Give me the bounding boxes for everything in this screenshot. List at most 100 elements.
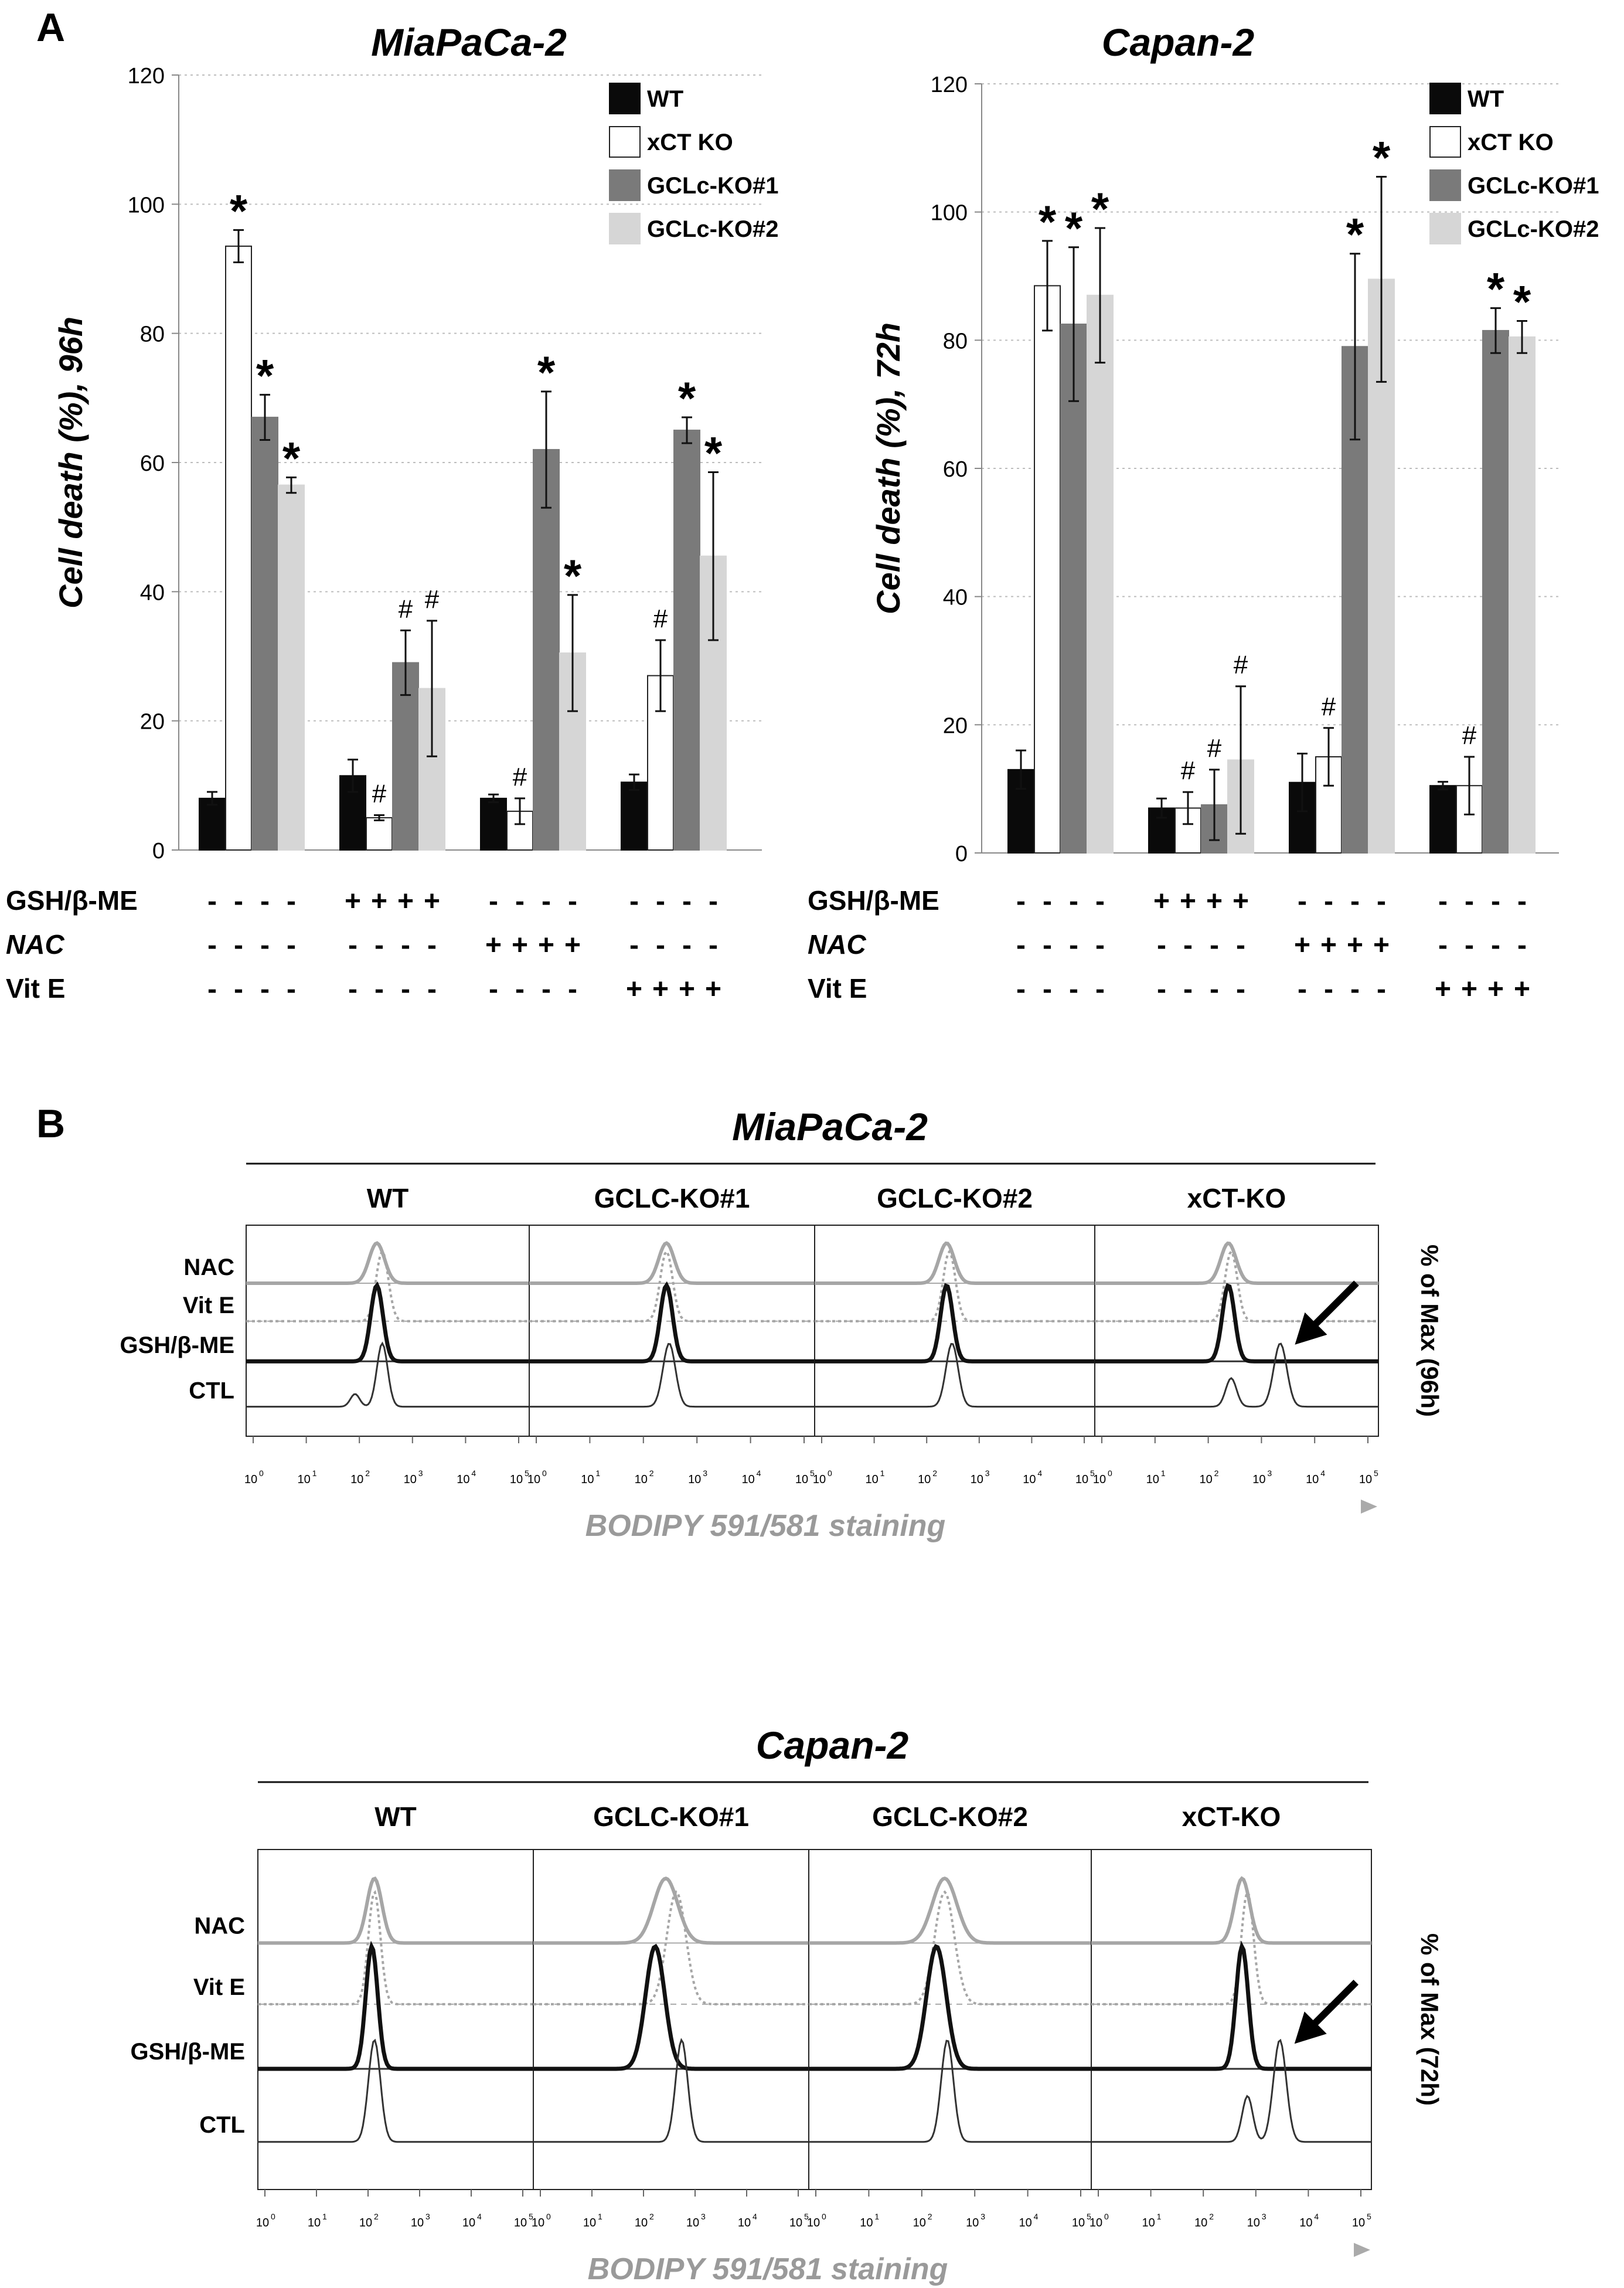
x-tick-label: 10 <box>971 1473 983 1486</box>
significance-star: * <box>704 427 723 479</box>
y-tick-label: 20 <box>140 710 165 735</box>
x-tick-label: 10 <box>918 1473 931 1486</box>
bar <box>1509 336 1536 854</box>
x-tick-label: 10 <box>795 1473 808 1486</box>
significance-star: * <box>1487 263 1505 315</box>
treatment-sign: - <box>656 930 665 961</box>
treatment-sign: + <box>652 974 669 1005</box>
significance-hash: # <box>399 594 413 623</box>
nac-histogram <box>246 1241 529 1285</box>
treatment-sign: - <box>1069 886 1078 917</box>
histogram-block-miapaca: MiaPaCa-2 NAC Vit E GSH/β-ME CTL % of Max (96… <box>120 1105 1443 1543</box>
treatment-sign: - <box>207 930 217 961</box>
y-axis-label: Cell death (%), 72h <box>870 322 907 614</box>
x-tick-label: 10 <box>686 2216 699 2229</box>
x-tick-exponent: 0 <box>546 2212 551 2221</box>
y-tick-label: 40 <box>943 586 968 610</box>
treatment-sign: - <box>1236 974 1245 1005</box>
significance-star: * <box>230 185 248 236</box>
treatment-sign: - <box>234 974 243 1005</box>
row-label: NAC <box>194 1913 245 1939</box>
histogram-frame <box>1094 1225 1379 1437</box>
panel-b: MiaPaCa-2 NAC Vit E GSH/β-ME CTL % of Max (96… <box>120 1105 1443 2286</box>
x-tick-label: 10 <box>1072 2216 1085 2229</box>
x-tick-exponent: 3 <box>1262 2212 1266 2221</box>
x-tick-exponent: 1 <box>880 1468 885 1478</box>
x-tick-label: 10 <box>1019 2216 1031 2229</box>
nac-histogram <box>815 1241 1095 1285</box>
treatment-sign: - <box>1377 886 1386 917</box>
gsh-histogram <box>1091 1940 1371 2071</box>
y-tick-label: 120 <box>931 73 968 97</box>
treatment-sign: + <box>1461 974 1477 1005</box>
ctl-histogram <box>246 1341 529 1408</box>
x-tick-label: 10 <box>462 2216 475 2229</box>
treatment-sign: - <box>234 886 243 917</box>
histogram-y-label: % of Max (96h) <box>1416 1245 1443 1417</box>
significance-star: * <box>678 372 696 424</box>
panel-a: MiaPaCa-2 0 20 40 60 80 100 120 Cell death (%), … <box>6 21 1599 1005</box>
treatment-sign: + <box>1320 930 1337 961</box>
x-tick-label: 10 <box>359 2216 372 2229</box>
bar <box>278 484 305 851</box>
ctl-histogram <box>815 1342 1095 1408</box>
treatment-sign: - <box>1043 974 1052 1005</box>
bar-chart-capan: Capan-2 0 20 40 60 80 100 120 Cell death (%), 72… <box>808 21 1599 1005</box>
x-tick-label: 10 <box>244 1473 257 1486</box>
bar <box>480 797 507 851</box>
treatment-sign: - <box>489 974 498 1005</box>
treatment-sign: - <box>1016 886 1026 917</box>
treatment-sign: - <box>1095 974 1105 1005</box>
x-tick-exponent: 2 <box>1209 2212 1214 2221</box>
treatment-sign: + <box>679 974 695 1005</box>
legend-swatch <box>609 213 641 244</box>
treatment-sign: - <box>1517 930 1527 961</box>
column-header: WT <box>367 1183 409 1213</box>
x-tick-exponent: 5 <box>1374 1468 1378 1478</box>
x-tick-label: 10 <box>514 2216 527 2229</box>
vite-histogram <box>1095 1249 1378 1323</box>
gsh-histogram <box>1095 1283 1378 1364</box>
bar <box>225 245 252 851</box>
x-tick-label: 10 <box>532 2216 544 2229</box>
treatment-sign: - <box>348 930 358 961</box>
treatment-sign: - <box>682 930 692 961</box>
significance-star: * <box>1346 209 1364 260</box>
treatment-sign: - <box>401 930 410 961</box>
treatment-sign: + <box>512 930 528 961</box>
vite-histogram <box>815 1249 1095 1323</box>
treatment-sign: - <box>1517 886 1527 917</box>
block-title: MiaPaCa-2 <box>732 1105 928 1148</box>
legend-swatch <box>1429 83 1461 114</box>
x-tick-label: 10 <box>1299 2216 1312 2229</box>
x-tick-exponent: 2 <box>374 2212 379 2221</box>
histogram-frame <box>257 1849 534 2190</box>
treatment-sign: + <box>538 930 554 961</box>
treatment-sign: + <box>1435 974 1451 1005</box>
histogram-frame <box>1091 1849 1372 2190</box>
axis-arrow <box>1354 2243 1370 2257</box>
legend-label: WT <box>1468 86 1504 112</box>
x-tick-label: 10 <box>256 2216 269 2229</box>
x-tick-label: 10 <box>865 1473 878 1486</box>
bar <box>621 781 648 851</box>
x-tick-label: 10 <box>350 1473 363 1486</box>
significance-star: * <box>1513 276 1531 328</box>
row-label: GSH/β-ME <box>120 1332 234 1358</box>
treatment-sign: + <box>1180 886 1196 917</box>
x-tick-exponent: 0 <box>271 2212 275 2221</box>
treatment-sign: - <box>427 930 437 961</box>
row-label: CTL <box>199 2112 245 2138</box>
significance-star: * <box>537 346 556 398</box>
x-tick-exponent: 2 <box>1214 1468 1219 1478</box>
treatment-sign: + <box>1233 886 1249 917</box>
axis-arrow <box>1361 1500 1377 1514</box>
significance-star: * <box>282 432 301 484</box>
y-tick-label: 40 <box>140 580 165 605</box>
treatment-sign: + <box>1373 930 1390 961</box>
significance-hash: # <box>372 780 387 808</box>
x-tick-exponent: 4 <box>753 2212 757 2221</box>
row-label: GSH/β-ME <box>130 2039 245 2065</box>
x-tick-exponent: 2 <box>649 2212 654 2221</box>
x-tick-exponent: 5 <box>1090 1468 1095 1478</box>
